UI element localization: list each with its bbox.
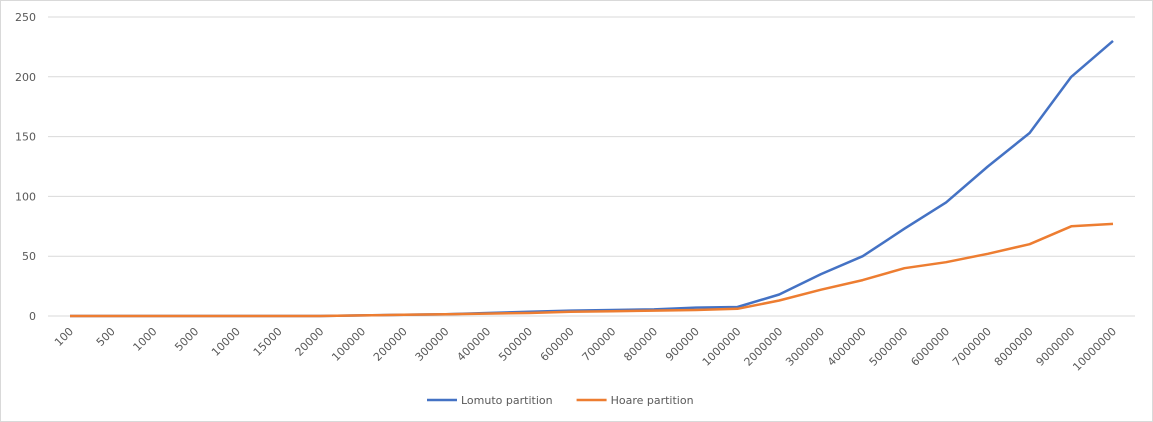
legend-label: Hoare partition bbox=[611, 394, 694, 407]
y-tick-label: 150 bbox=[15, 131, 36, 144]
y-tick-label: 100 bbox=[15, 190, 36, 203]
series-line bbox=[70, 222, 1114, 318]
y-tick-label: 0 bbox=[29, 310, 36, 323]
legend: Lomuto partition Hoare partition bbox=[427, 394, 694, 407]
y-tick-label: 200 bbox=[15, 71, 36, 84]
legend-label: Lomuto partition bbox=[461, 394, 553, 407]
y-tick-label: 50 bbox=[22, 250, 36, 263]
y-tick-label: 250 bbox=[15, 11, 36, 24]
